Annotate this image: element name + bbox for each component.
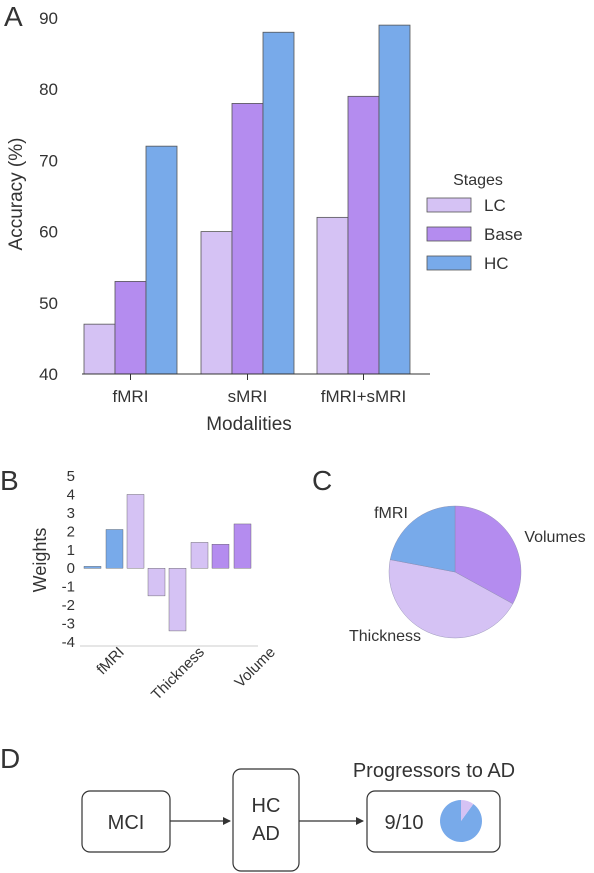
bar-base-smri [231,103,264,375]
bar-base-fmri-smri [347,95,380,375]
weight-bar [168,568,187,632]
legend-swatch-lc [426,197,472,213]
weights-y-tick: 3 [67,505,75,522]
legend-label-base: Base [484,225,523,244]
accuracy-y-tick: 90 [39,9,58,28]
mini-pie-slice [461,800,474,821]
bar-hc-fmri-smri [378,24,411,375]
accuracy-y-tick: 60 [39,223,58,242]
weights-y-tick: 4 [67,486,75,503]
weight-bar [126,494,145,569]
mci-box-label: MCI [108,812,145,834]
weights-bar-chart: 54 32 10 -1-2 -3-4 Weights fMRI Thickness Vo… [30,468,279,704]
weights-y-tick: 0 [67,560,75,577]
legend-label-lc: LC [484,196,506,215]
bar-base-fmri [114,281,147,375]
weights-y-tick: -2 [62,597,75,614]
weights-bars [83,494,252,632]
legend-label-hc: HC [484,254,509,273]
legend-swatch-hc [426,255,472,271]
weights-y-tick: -1 [62,579,75,596]
panel-label-a: A [4,1,23,32]
pie-slice-thickness [388,559,514,639]
accuracy-bars [83,24,411,375]
accuracy-y-tick: 40 [39,365,58,384]
weights-tick-fmri: fMRI [93,644,127,678]
accuracy-y-ticks: 40 50 60 70 80 90 [39,9,58,384]
weights-y-ticks: 54 32 10 -1-2 -3-4 [62,468,75,651]
bar-lc-fmri-smri [316,216,349,375]
legend-title: Stages [453,172,503,189]
pie-slices [388,505,522,639]
weight-bar [233,523,252,569]
weights-y-tick: -4 [62,634,75,651]
bar-hc-smri [262,31,295,375]
progressors-title: Progressors to AD [353,760,515,782]
weight-bar [211,544,230,569]
weights-tick-thickness: Thickness [148,644,208,704]
accuracy-x-tick: fMRI [113,387,149,406]
weight-bar [147,568,166,597]
accuracy-y-tick: 50 [39,294,58,313]
weights-y-tick: -3 [62,616,75,633]
accuracy-y-label: Accuracy (%) [6,138,27,251]
weights-y-tick: 5 [67,468,75,485]
weights-y-tick: 1 [67,542,75,559]
weight-bar [105,529,124,569]
weights-y-label: Weights [30,528,50,593]
bar-lc-fmri [83,323,116,375]
legend-swatch-base [426,226,472,242]
panel-label-b: B [0,465,19,496]
classifier-box-ad-label: AD [252,823,280,845]
bar-lc-smri [200,231,233,375]
accuracy-y-tick: 80 [39,80,58,99]
weight-bar [190,542,209,569]
accuracy-bar-chart: 40 50 60 70 80 90 fMRI sMRI fMRI+sMRI Modalitie… [6,9,523,435]
panel-label-c: C [312,465,332,496]
contribution-pie-chart: Volumes Thickness fMRI [349,505,586,645]
accuracy-x-ticks: fMRI sMRI fMRI+sMRI [113,374,406,406]
progression-diagram: MCI HC AD Progressors to AD 9/10 [81,760,515,872]
accuracy-y-tick: 70 [39,151,58,170]
weights-y-tick: 2 [67,523,75,540]
pie-label-thickness: Thickness [349,628,421,645]
weight-bar [83,566,102,569]
pie-label-fmri: fMRI [374,505,408,522]
pie-label-volumes: Volumes [524,529,585,546]
progressors-mini-pie [439,800,482,842]
accuracy-x-label: Modalities [206,414,292,435]
stages-legend: Stages LC Base HC [426,172,523,273]
pie-slice-volumes [454,505,522,605]
pie-slice-fmri [389,505,456,573]
classifier-box-hc-label: HC [252,795,281,817]
accuracy-x-tick: sMRI [228,387,268,406]
bar-hc-fmri [145,145,178,375]
accuracy-x-tick: fMRI+sMRI [321,387,406,406]
result-count: 9/10 [385,812,424,834]
weights-tick-volume: Volume [231,644,278,691]
panel-label-d: D [0,743,20,774]
classifier-box [232,768,300,872]
